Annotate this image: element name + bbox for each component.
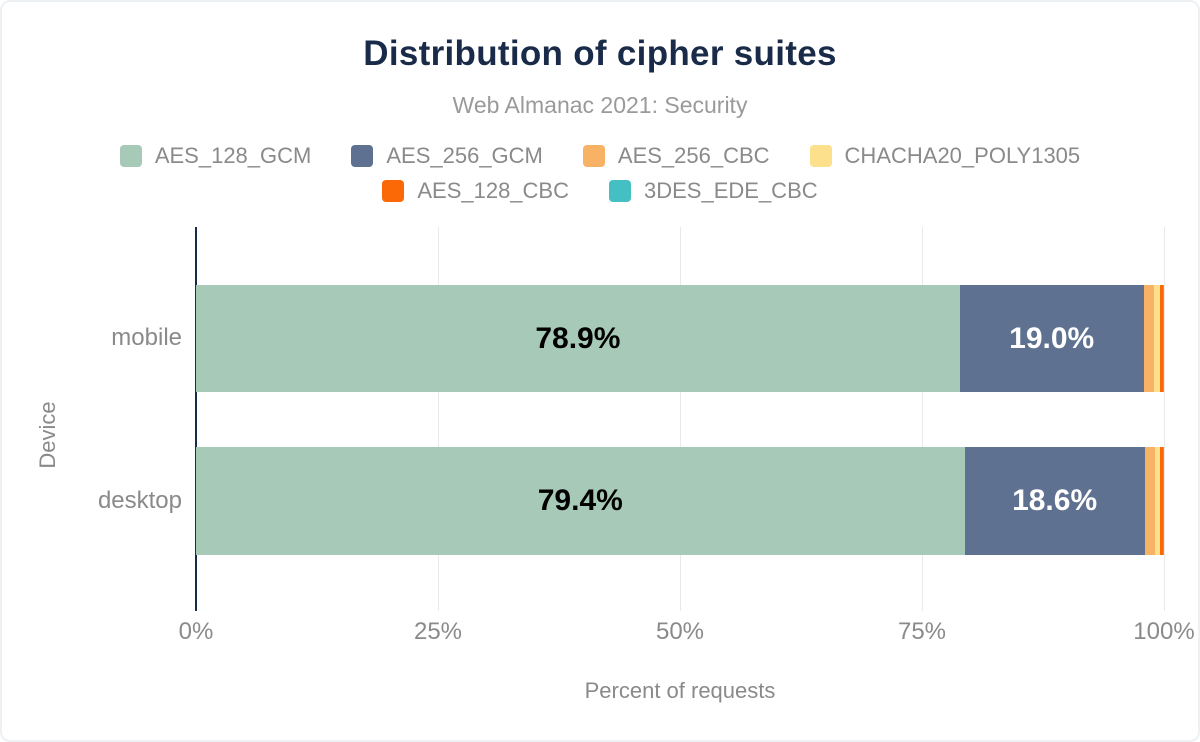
legend-label: AES_256_CBC — [617, 143, 770, 168]
bar-value-label: 78.9% — [535, 321, 621, 355]
x-axis-ticks: 0% 25% 50% 75% 100% — [179, 618, 1195, 650]
plot-area: 78.9% 19.0% 79.4% 18.6% — [196, 227, 1165, 611]
bar-segment-aes_128_gcm-desktop: 79.4% — [196, 447, 965, 555]
bar-value-label: 18.6% — [1012, 484, 1098, 517]
y-axis-title: Device — [35, 401, 60, 469]
bar-segment-aes_256_cbc-desktop — [1144, 447, 1156, 555]
x-tick-label: 25% — [413, 618, 463, 645]
legend-label: 3DES_EDE_CBC — [644, 178, 818, 203]
legend-swatch-icon — [809, 145, 832, 167]
bar-value-label: 79.4% — [537, 484, 623, 517]
x-tick-label: 0% — [178, 618, 214, 645]
gridline — [438, 227, 439, 611]
legend-item-aes_256_cbc: AES_256_CBC — [582, 143, 770, 169]
bar-segment-chacha20_poly1305-desktop — [1155, 447, 1161, 555]
legend-label: CHACHA20_POLY1305 — [844, 143, 1081, 168]
legend-label: AES_128_GCM — [154, 143, 312, 168]
legend-label: AES_256_GCM — [386, 143, 543, 168]
gridline — [922, 227, 923, 611]
chart-legend: AES_128_GCM AES_256_GCM AES_256_CBC CHACHA2… — [65, 143, 1135, 204]
legend-item-3des_ede_cbc: 3DES_EDE_CBC — [609, 178, 818, 204]
bar-value-label: 19.0% — [1009, 321, 1095, 355]
bar-segment-aes_128_cbc-desktop — [1160, 447, 1163, 555]
bar-segment-3des_ede_cbc-mobile — [1162, 285, 1164, 392]
x-tick-label: 75% — [897, 618, 947, 645]
category-label-desktop: desktop — [97, 487, 182, 514]
bar-segment-aes_128_cbc-mobile — [1160, 285, 1163, 392]
chart-subtitle: Web Almanac 2021: Security — [452, 92, 748, 118]
chart-title: Distribution of cipher suites — [363, 34, 837, 73]
bar-segment-chacha20_poly1305-mobile — [1154, 285, 1161, 392]
x-axis-title: Percent of requests — [584, 678, 776, 703]
bar-segment-aes_128_gcm-mobile: 78.9% — [196, 285, 960, 392]
x-tick-label: 50% — [655, 618, 705, 645]
y-axis-line — [195, 227, 197, 611]
legend-swatch-icon — [582, 145, 605, 167]
gridline — [680, 227, 681, 611]
bar-segment-aes_256_cbc-mobile — [1143, 285, 1155, 392]
legend-swatch-icon — [382, 180, 405, 202]
gridline — [1164, 227, 1165, 611]
bar-segment-aes_256_gcm-mobile: 19.0% — [959, 285, 1144, 392]
legend-item-chacha20_poly1305: CHACHA20_POLY1305 — [809, 143, 1081, 169]
legend-swatch-icon — [351, 145, 374, 167]
legend-item-aes_128_cbc: AES_128_CBC — [382, 178, 569, 204]
bar-desktop: 79.4% 18.6% — [196, 447, 1164, 555]
legend-item-aes_128_gcm: AES_128_GCM — [119, 143, 312, 169]
legend-swatch-icon — [609, 180, 631, 202]
legend-swatch-icon — [119, 145, 142, 167]
legend-item-aes_256_gcm: AES_256_GCM — [351, 143, 543, 169]
bar-segment-aes_256_gcm-desktop: 18.6% — [964, 447, 1145, 555]
legend-label: AES_128_CBC — [417, 178, 569, 203]
bar-mobile: 78.9% 19.0% — [196, 285, 1164, 392]
category-label-mobile: mobile — [111, 324, 182, 351]
bar-segment-3des_ede_cbc-desktop — [1162, 447, 1164, 555]
x-tick-label: 100% — [1133, 618, 1195, 645]
